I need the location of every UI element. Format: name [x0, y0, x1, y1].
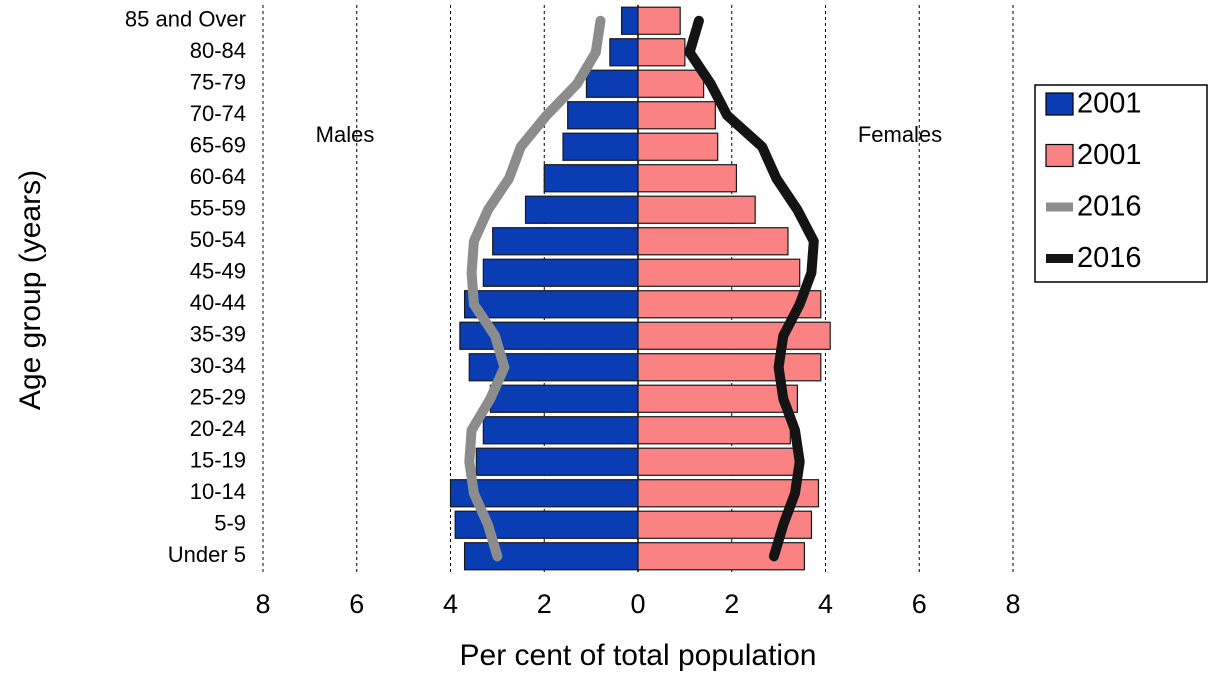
y-tick-label: 75-79: [190, 70, 246, 95]
bar: [562, 132, 639, 161]
bar: [482, 258, 639, 287]
x-tick-label: 6: [349, 589, 364, 619]
y-tick-label: 65-69: [190, 133, 246, 158]
bar: [637, 227, 789, 256]
bar: [637, 6, 681, 35]
x-tick-label: 2: [724, 589, 739, 619]
bar: [524, 195, 639, 224]
legend-label: 2016: [1077, 242, 1142, 274]
legend-swatch: [1045, 92, 1074, 116]
x-tick-label: 8: [1005, 589, 1020, 619]
x-tick-label: 8: [255, 589, 270, 619]
bar: [489, 384, 639, 413]
bar: [482, 416, 639, 445]
bar: [492, 227, 639, 256]
bar: [637, 69, 705, 98]
y-tick-label: Under 5: [168, 542, 246, 567]
y-tick-label: 30-34: [190, 353, 246, 378]
y-tick-label: 20-24: [190, 416, 246, 441]
y-tick-label: 40-44: [190, 290, 246, 315]
y-tick-label: 35-39: [190, 322, 246, 347]
y-tick-label: 85 and Over: [125, 7, 246, 32]
y-tick-label: 55-59: [190, 196, 246, 221]
bar: [637, 132, 719, 161]
legend-swatch: [1045, 143, 1074, 168]
annotation: Females: [858, 122, 942, 147]
bar: [567, 101, 639, 130]
legend-label: 2016: [1077, 191, 1142, 223]
y-tick-label: 10-14: [190, 479, 246, 504]
bar: [637, 258, 801, 287]
bar: [585, 69, 639, 98]
bar: [637, 101, 716, 130]
y-tick-label: 45-49: [190, 259, 246, 284]
bar: [637, 164, 738, 193]
x-tick-label: 6: [912, 589, 927, 619]
y-tick-label: 25-29: [190, 385, 246, 410]
y-tick-label: 50-54: [190, 227, 246, 252]
x-tick-label: 2: [537, 589, 552, 619]
x-axis-title: Per cent of total population: [460, 639, 817, 672]
bar: [637, 416, 791, 445]
bar: [637, 447, 803, 476]
y-tick-label: 70-74: [190, 101, 246, 126]
bar: [637, 321, 831, 350]
bar: [637, 353, 822, 382]
bar: [475, 447, 639, 476]
x-tick-label: 4: [443, 589, 458, 619]
bar: [637, 38, 686, 67]
bar: [620, 6, 639, 35]
bar: [468, 353, 639, 382]
line: [464, 15, 606, 562]
y-tick-label: 60-64: [190, 164, 246, 189]
y-tick-label: 80-84: [190, 38, 246, 63]
annotation: Males: [316, 122, 375, 147]
bar: [463, 290, 639, 319]
x-tick-label: 4: [818, 589, 833, 619]
y-axis-title: Age group (years): [14, 170, 47, 410]
x-tick-label: 0: [630, 589, 645, 619]
bar: [543, 164, 639, 193]
y-tick-label: 15-19: [190, 448, 246, 473]
legend-box: [1034, 84, 1208, 283]
legend-label: 2001: [1077, 88, 1142, 120]
y-tick-label: 5-9: [214, 511, 246, 536]
bar: [609, 38, 639, 67]
line: [684, 15, 819, 562]
legend-label: 2001: [1077, 139, 1142, 171]
bar: [637, 384, 798, 413]
bar: [637, 195, 756, 224]
